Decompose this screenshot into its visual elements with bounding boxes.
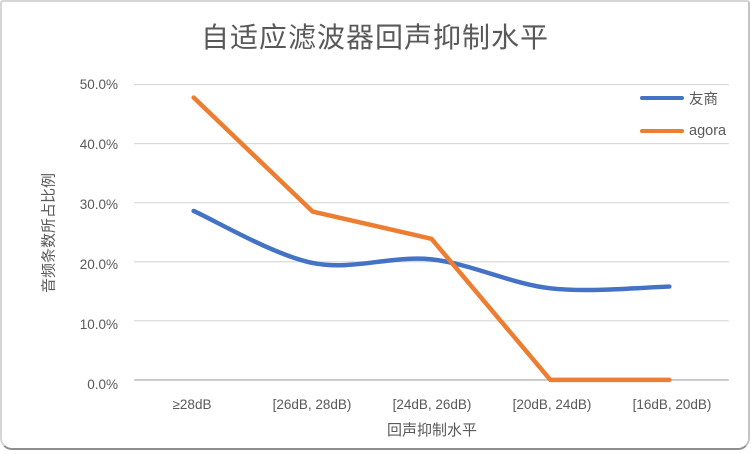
y-tick-label: 40.0%: [79, 137, 118, 152]
y-tick-label: 20.0%: [79, 257, 118, 272]
legend-marker-agora: [640, 128, 684, 134]
y-axis-title: 音频条数所占比例: [40, 172, 58, 294]
x-tick-label: [16dB, 20dB): [632, 397, 712, 412]
y-tick-label: 50.0%: [79, 77, 118, 92]
legend-label-agora: agora: [689, 123, 727, 139]
x-tick-label: [20dB, 24dB): [512, 397, 592, 412]
legend: 友商 agora: [640, 88, 726, 141]
x-tick-label: ≥28dB: [172, 397, 212, 412]
y-tick-label: 30.0%: [79, 197, 118, 212]
y-tick-label: 10.0%: [79, 317, 118, 332]
series-line-competitor: [191, 208, 672, 293]
series-line-agora: [191, 95, 672, 383]
chart-title: 自适应滤波器回声抑制水平: [200, 22, 549, 53]
x-tick-label: [24dB, 26dB): [392, 397, 472, 412]
x-tick-label: [26dB, 28dB): [272, 397, 352, 412]
legend-item-agora: agora: [640, 121, 726, 141]
legend-marker-competitor: [640, 95, 684, 101]
y-tick-label: 0.0%: [87, 377, 118, 392]
plot-area-svg: [134, 83, 729, 383]
x-axis-title: 回声抑制水平: [386, 422, 477, 439]
legend-label-competitor: 友商: [689, 91, 718, 108]
gridlines: [134, 83, 729, 381]
legend-item-competitor: 友商: [640, 88, 726, 108]
series-lines: [191, 95, 672, 383]
